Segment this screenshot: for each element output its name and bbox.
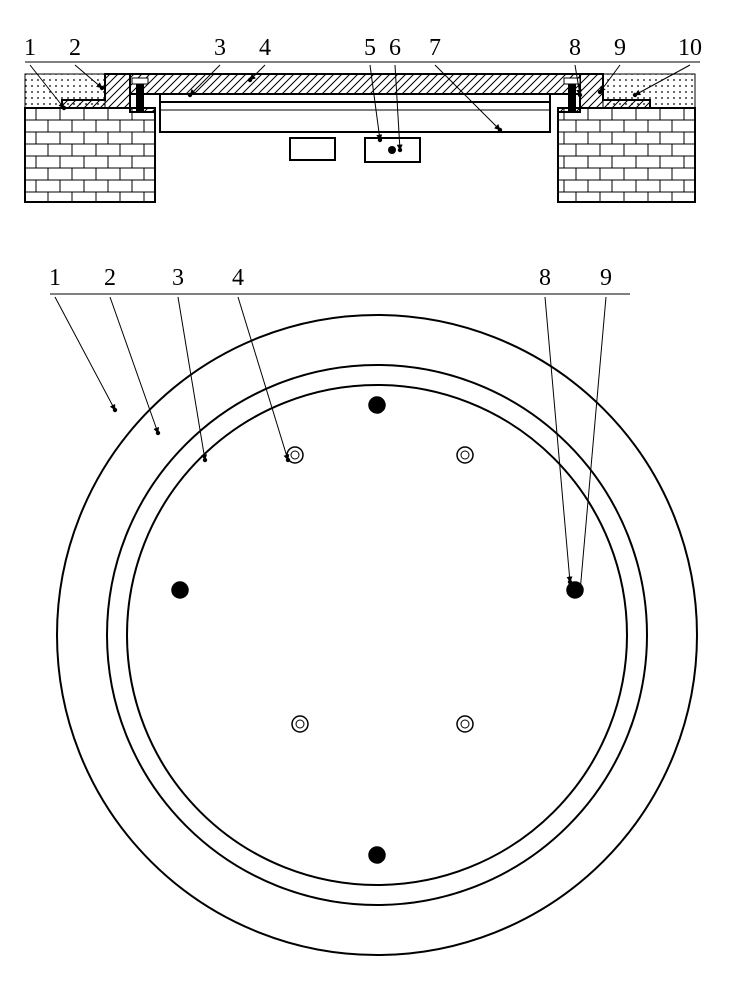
- section-label-5: 5: [364, 35, 376, 61]
- section-label-6: 6: [389, 35, 401, 61]
- section-label-10: 10: [678, 35, 702, 61]
- section-label-7: 7: [429, 35, 441, 61]
- plan-label-8: 8: [539, 265, 551, 291]
- plan-label-1: 1: [49, 265, 61, 291]
- section-label-8: 8: [569, 35, 581, 61]
- plan-label-9: 9: [600, 265, 612, 291]
- section-label-1: 1: [24, 35, 36, 61]
- plan-label-4: 4: [232, 265, 244, 291]
- section-label-4: 4: [259, 35, 271, 61]
- section-label-2: 2: [69, 35, 81, 61]
- section-label-3: 3: [214, 35, 226, 61]
- plan-label-3: 3: [172, 265, 184, 291]
- plan-label-2: 2: [104, 265, 116, 291]
- section-label-9: 9: [614, 35, 626, 61]
